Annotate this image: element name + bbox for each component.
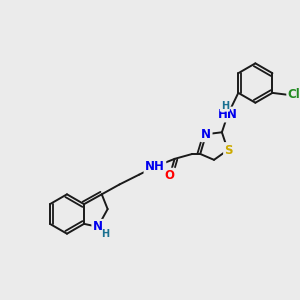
Text: H: H xyxy=(102,229,110,239)
Text: N: N xyxy=(201,128,211,141)
Text: HN: HN xyxy=(218,108,238,121)
Text: O: O xyxy=(165,169,175,182)
Text: S: S xyxy=(224,143,233,157)
Text: H: H xyxy=(221,101,229,111)
Text: Cl: Cl xyxy=(288,88,300,101)
Text: NH: NH xyxy=(145,160,165,173)
Text: N: N xyxy=(93,220,103,233)
